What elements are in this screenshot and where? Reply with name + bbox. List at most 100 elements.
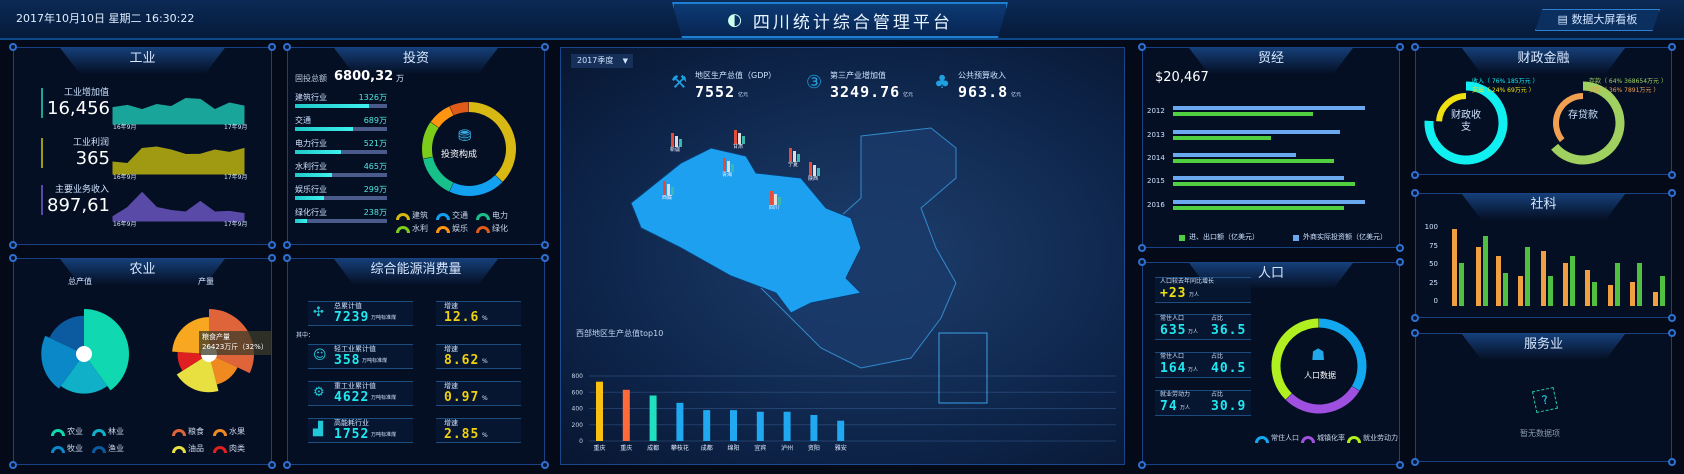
legend-label: 油品	[188, 444, 204, 453]
legend-label: 就业劳动力	[1363, 434, 1398, 442]
rose-slice	[177, 352, 209, 371]
mini-bar	[671, 187, 674, 195]
mini-bar	[738, 133, 741, 144]
legend-swatch-icon	[172, 429, 186, 436]
kpi-value: 7552	[695, 83, 736, 101]
region-marker[interactable]	[734, 130, 748, 144]
ring2-chart	[1551, 81, 1625, 165]
legend-label: 城镇化率	[1317, 434, 1345, 442]
gdp-bar	[703, 410, 711, 441]
gdp-bar	[837, 420, 845, 441]
gdp-bar	[596, 381, 603, 441]
kpi-label: 地区生产总值（GDP）	[695, 71, 777, 80]
corner-dot	[1396, 258, 1404, 266]
corner-dot	[1411, 329, 1419, 337]
region-marker[interactable]	[770, 191, 784, 205]
region-label: 青海	[722, 172, 733, 178]
trade-bar	[1173, 176, 1344, 180]
kpi-value: 3249.76	[830, 83, 901, 101]
total-value: 6800,32	[334, 69, 394, 84]
panel-title: 贸经	[1189, 48, 1353, 74]
social-bar	[1608, 284, 1613, 306]
tooltip-value: 26423万斤（32%）	[202, 343, 268, 351]
social-bar	[1630, 282, 1635, 306]
legend-label: 农业	[67, 427, 83, 436]
corner-dot	[268, 241, 276, 249]
region-marker[interactable]	[789, 148, 803, 162]
social-bar	[1525, 246, 1530, 306]
outer-ring	[1424, 81, 1508, 165]
rate-value: 12.6	[444, 310, 480, 325]
progress-fill	[295, 104, 369, 108]
drone-icon: ✣	[313, 305, 324, 320]
indicator-bar	[41, 88, 43, 118]
year-label: 2016	[1147, 201, 1165, 209]
right-chart-title: 产量	[198, 277, 214, 286]
year-label: 2015	[1147, 177, 1165, 185]
mini-bar	[778, 197, 781, 205]
rose-slice	[176, 354, 219, 393]
region-marker[interactable]	[809, 162, 823, 176]
donut-center-label: 人口数据	[1304, 371, 1336, 380]
metric-value: 16,456	[47, 98, 110, 119]
corner-dot	[268, 43, 276, 51]
board-button[interactable]: ▤ 数据大屏看板	[1535, 9, 1660, 31]
legend-label: 粮食	[188, 427, 204, 436]
no-data-icon: ?	[1531, 386, 1559, 414]
rate-unit: %	[482, 358, 488, 365]
social-bar	[1541, 251, 1546, 306]
inner-ring	[1553, 93, 1584, 143]
mini-bar	[774, 194, 777, 205]
legend-label: 电力	[492, 211, 508, 220]
panel-title: 农业	[60, 259, 225, 285]
energy-label: 总累计值	[334, 302, 362, 310]
corner-dot	[9, 241, 17, 249]
rate-box: 增速 8.62%	[436, 344, 521, 369]
legend-swatch-icon	[172, 446, 186, 453]
legend-label: 渔业	[108, 444, 124, 453]
map-west-region	[630, 147, 863, 314]
gdp-bar	[676, 402, 684, 441]
gdp-bar-chart: 0 200 400 600 800 重庆 重庆 成都 攀枝花 成都 绵阳 宜宾 泸州 资阳 雅安	[572, 373, 1116, 452]
kpi-unit: 亿元	[903, 92, 914, 98]
social-bar	[1660, 275, 1665, 306]
rate-box: 增速 12.6%	[436, 301, 521, 326]
region-label: 甘肃	[733, 144, 744, 150]
inner-label: 支出（ 24% 69万元 ）	[1472, 87, 1535, 94]
energy-row: ✣ 总累计值 7239 万吨标准煤	[308, 301, 413, 326]
unit: 万人	[1188, 367, 1199, 373]
bar-chart-title: 西部地区生产总值top10	[576, 329, 664, 338]
kpi-unit: 亿元	[738, 92, 749, 98]
donut-segment	[1318, 318, 1367, 391]
header-bar: 2017年10月10日 星期二 16:30:22 ◐ 四川统计综合管理平台 ▤ 数…	[0, 0, 1684, 40]
season-select[interactable]: 2017季度 ▼	[571, 54, 633, 68]
axis-start: 16年9月	[113, 124, 137, 131]
region-marker[interactable]	[671, 133, 685, 147]
metric-label: 主要业务收入	[54, 185, 109, 195]
region-marker[interactable]	[663, 181, 677, 195]
social-bar	[1592, 282, 1597, 306]
total-label: 固投总额	[295, 74, 327, 83]
trade-headline: $20,467	[1155, 70, 1209, 85]
energy-panel: 综合能源消费量 ✣ 总累计值 7239 万吨标准煤 增速 12.6% ☺ 轻工业累计值 358 万吨…	[283, 254, 549, 469]
investment-donut	[422, 102, 516, 196]
rose-slice	[49, 315, 84, 354]
logo-icon: ◐	[727, 10, 745, 30]
region-label: 四川	[769, 205, 780, 211]
donut-segment	[1271, 318, 1319, 400]
social-bar	[1483, 236, 1488, 306]
unit: 万人	[1189, 292, 1200, 298]
region-marker[interactable]	[723, 158, 737, 172]
social-bar	[1459, 263, 1464, 306]
mini-bar	[731, 164, 734, 172]
corner-dot	[283, 254, 291, 262]
legend-swatch-icon	[436, 213, 450, 220]
corner-dot	[1138, 258, 1146, 266]
mini-bar	[723, 158, 726, 172]
legend-swatch-icon	[476, 213, 490, 220]
mini-bar	[667, 184, 670, 195]
legend-label: 牧业	[67, 444, 83, 453]
population-row: 就业劳动力 74 万人 占比 30.9	[1155, 390, 1251, 416]
rose-slice	[60, 354, 108, 394]
mini-bar	[742, 136, 745, 144]
